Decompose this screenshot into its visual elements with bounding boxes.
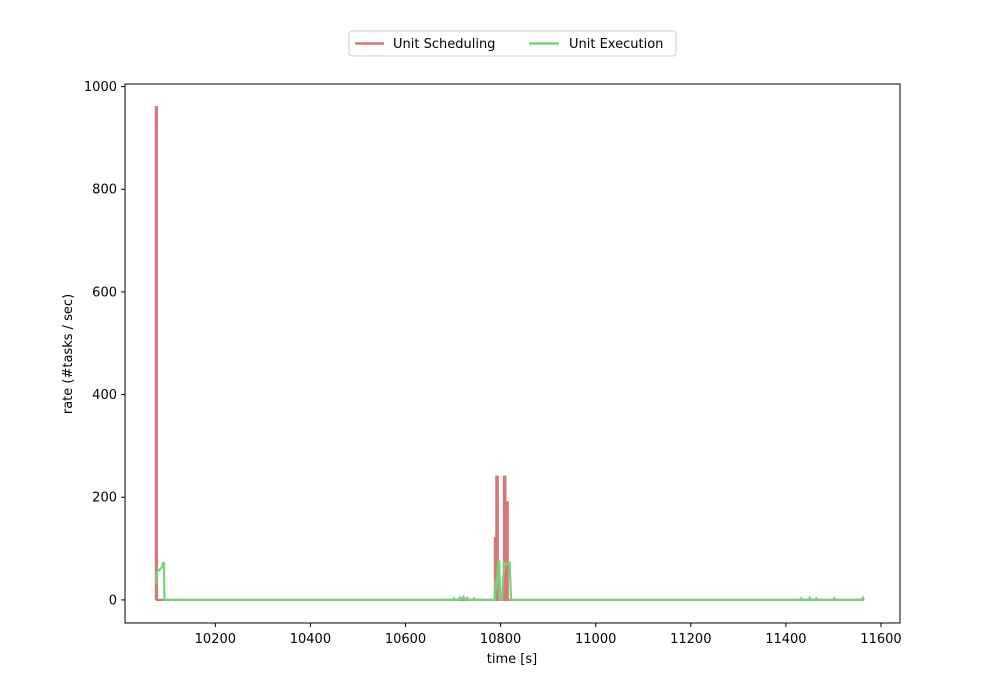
legend: Unit Scheduling Unit Execution (348, 30, 677, 57)
y-tick-label: 200 (92, 491, 117, 506)
x-tick-label: 11400 (765, 632, 806, 647)
y-tick-label: 0 (109, 593, 117, 608)
x-tick-label: 11200 (670, 632, 711, 647)
x-tick-label: 11000 (575, 632, 616, 647)
y-tick-label: 800 (92, 183, 117, 198)
x-tick-label: 10600 (385, 632, 426, 647)
plot-frame (124, 83, 901, 624)
y-tick-label: 1000 (84, 80, 117, 95)
x-tick-label: 10800 (480, 632, 521, 647)
x-tick-label: 10400 (290, 632, 331, 647)
y-tick-label: 600 (92, 285, 117, 300)
legend-label-unit-scheduling: Unit Scheduling (393, 37, 495, 52)
legend-label-unit-execution: Unit Execution (569, 37, 663, 52)
x-axis-ticks: 10200 10400 10600 10800 11000 11200 11400 11600 (195, 623, 902, 647)
legend-box (348, 30, 677, 57)
x-tick-label: 10200 (195, 632, 236, 647)
series-line-unit-scheduling (154, 105, 865, 602)
y-tick-label: 400 (92, 388, 117, 403)
series-line-unit-execution (154, 560, 865, 602)
x-tick-label: 11600 (860, 632, 901, 647)
y-axis-ticks: 0 200 400 600 800 1000 (84, 80, 125, 608)
series-layer (154, 105, 865, 602)
x-axis-label: time [s] (487, 652, 537, 667)
y-axis-label: rate (#tasks / sec) (61, 294, 76, 414)
